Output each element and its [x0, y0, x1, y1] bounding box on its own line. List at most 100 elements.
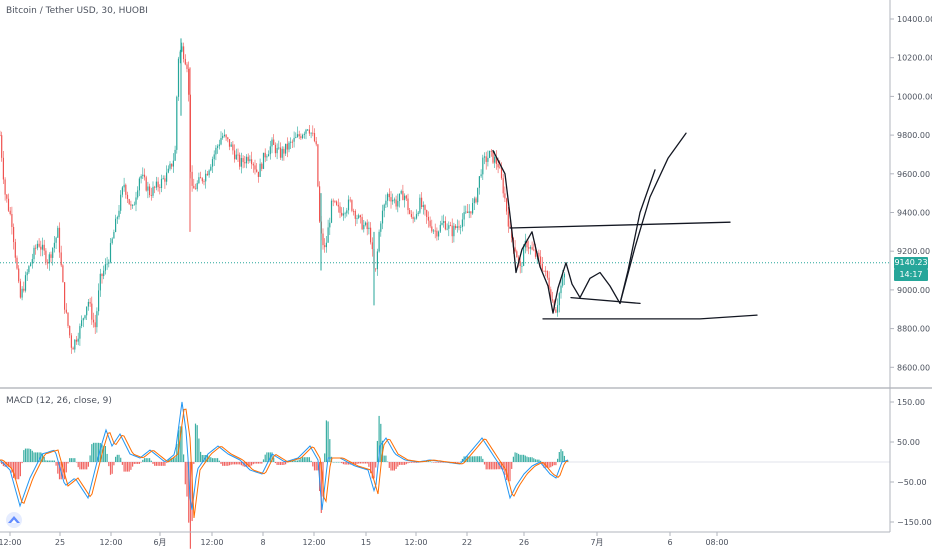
- candle-body: [52, 247, 54, 258]
- candle: [347, 195, 350, 215]
- candle: [412, 211, 414, 224]
- candle: [319, 181, 321, 224]
- candle-body: [477, 187, 479, 203]
- candle: [244, 155, 246, 168]
- price-tick-label: 10000.00: [897, 92, 932, 101]
- candle-body: [26, 272, 28, 276]
- candle: [504, 186, 506, 202]
- candle: [332, 198, 334, 207]
- candle-body: [291, 141, 293, 143]
- candle-body: [45, 250, 47, 263]
- candle-body: [273, 139, 275, 145]
- macd-histogram-bar: [407, 462, 409, 464]
- candle: [279, 142, 282, 161]
- macd-histogram-bar: [334, 462, 336, 463]
- candle-body: [288, 142, 290, 150]
- candle: [274, 142, 276, 158]
- candle-body: [543, 270, 545, 272]
- candle-body: [475, 198, 477, 203]
- candle: [288, 141, 290, 153]
- macd-histogram-bar: [485, 462, 487, 470]
- candle: [21, 286, 23, 301]
- candle-body: [472, 203, 474, 214]
- candle: [383, 203, 385, 218]
- tradingview-logo-icon[interactable]: [6, 512, 22, 528]
- candle-body: [375, 268, 377, 270]
- candle-body: [533, 249, 535, 251]
- candle: [434, 223, 436, 239]
- candle: [257, 171, 259, 183]
- candle-body: [40, 246, 42, 250]
- macd-histogram-bar: [116, 454, 118, 462]
- macd-histogram-bar: [342, 462, 344, 465]
- macd-histogram-bar: [313, 462, 316, 471]
- macd-histogram-bar: [189, 462, 191, 549]
- macd-histogram-bar: [64, 462, 66, 480]
- macd-histogram-bar: [470, 456, 472, 462]
- candle-body: [244, 162, 246, 164]
- macd-histogram-bar: [274, 462, 276, 464]
- candle: [96, 307, 98, 333]
- macd-histogram-bar: [273, 457, 275, 462]
- candle: [82, 317, 84, 328]
- macd-histogram-bar: [67, 462, 69, 464]
- macd-histogram-bar: [200, 451, 202, 462]
- candle-body: [509, 226, 511, 228]
- candle: [315, 137, 317, 147]
- candle: [249, 155, 251, 163]
- candle: [94, 314, 96, 335]
- macd-histogram-bar: [111, 462, 113, 474]
- candle-body: [87, 301, 89, 307]
- candle-body: [458, 226, 460, 228]
- candle-body: [94, 322, 96, 328]
- candle: [291, 139, 293, 149]
- candle-body: [128, 199, 130, 205]
- candle: [160, 174, 163, 193]
- candle-body: [550, 289, 552, 300]
- candle-body: [41, 244, 44, 250]
- candle: [337, 198, 339, 213]
- candle: [55, 236, 57, 249]
- macd-histogram-bar: [473, 456, 475, 462]
- macd-histogram-bar: [210, 457, 212, 462]
- candle-body: [211, 159, 214, 167]
- macd-histogram-bar: [155, 462, 157, 466]
- macd-histogram-bar: [261, 462, 263, 464]
- candle: [344, 211, 346, 219]
- candle: [351, 199, 353, 213]
- candle-body: [546, 270, 548, 278]
- macd-histogram-bar: [118, 454, 120, 462]
- candle: [91, 296, 93, 325]
- candle-body: [191, 171, 193, 186]
- macd-histogram-bar: [551, 462, 554, 467]
- macd-histogram-bar: [240, 462, 242, 466]
- candle: [400, 189, 402, 195]
- candle: [421, 192, 423, 210]
- candle: [356, 214, 358, 224]
- candle: [24, 271, 27, 293]
- candle-body: [160, 178, 163, 189]
- macd-histogram-bar: [162, 462, 164, 466]
- candle-body: [242, 158, 244, 163]
- macd-histogram-bar: [521, 454, 523, 462]
- candle-body: [315, 141, 317, 145]
- macd-histogram-bar: [291, 460, 293, 462]
- macd-histogram-bar: [366, 462, 368, 464]
- price-tick-label: 9600.00: [897, 170, 930, 179]
- candle: [548, 271, 550, 292]
- macd-histogram-bar: [184, 462, 186, 485]
- candle: [177, 56, 180, 101]
- candle-body: [142, 174, 144, 177]
- candle: [521, 262, 523, 273]
- candle: [133, 201, 135, 206]
- candle: [11, 206, 13, 235]
- macd-histogram-bar: [108, 462, 110, 467]
- candle: [375, 268, 377, 272]
- macd-histogram-bar: [361, 462, 363, 464]
- candle-body: [346, 210, 348, 214]
- macd-histogram-bar: [317, 462, 319, 471]
- candle: [302, 133, 304, 140]
- candle: [419, 194, 421, 215]
- candle: [149, 183, 151, 198]
